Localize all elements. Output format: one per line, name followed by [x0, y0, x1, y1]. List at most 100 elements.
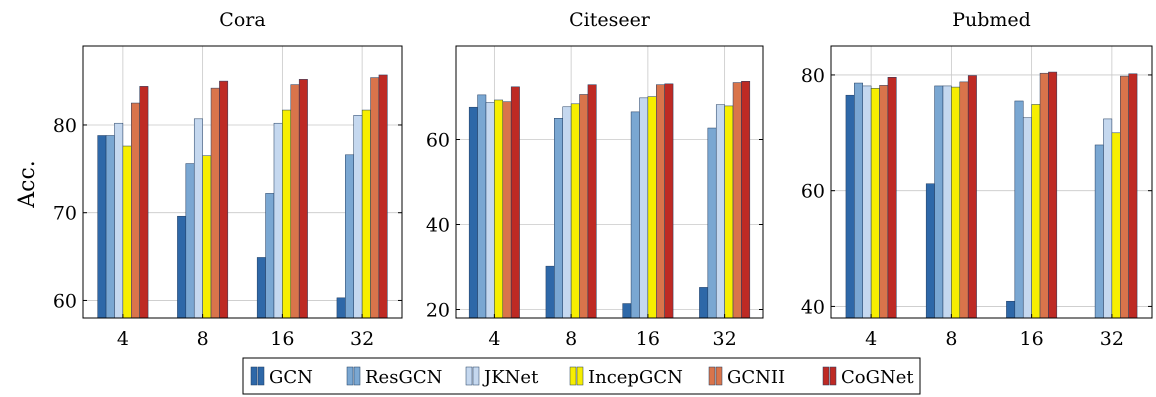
bar-cognet-4 [510, 86, 520, 318]
legend-swatch [353, 366, 361, 386]
legend-swatch [465, 366, 473, 386]
bar-gcn-16 [256, 257, 266, 318]
chart-panel-citeseer: 20 40 60 4 8 16 32 Citeseer [426, 9, 764, 350]
bar-resgcn-16 [265, 193, 275, 318]
bar-incepgcn-32 [361, 109, 371, 318]
y-tick-label: 20 [426, 300, 450, 322]
plot-frame [455, 45, 764, 319]
bar-incepgcn-4 [122, 145, 132, 318]
bar-resgcn-4 [105, 135, 115, 318]
bar-jknet-16 [273, 122, 283, 318]
bar-jknet-4 [485, 102, 495, 318]
legend-label: GCNII [727, 367, 785, 388]
x-tick-label: 16 [636, 328, 660, 350]
legend-item-incepgcn: IncepGCN [569, 366, 683, 388]
x-tick-label: 32 [713, 328, 737, 350]
legend-swatch [569, 366, 577, 386]
bar-incepgcn-8 [951, 86, 961, 318]
legend-item-cognet: CoGNet [822, 366, 914, 388]
bar-incepgcn-32 [1111, 132, 1121, 318]
bar-resgcn-32 [1094, 144, 1104, 318]
bar-jknet-32 [715, 104, 725, 318]
y-tick-label: 60 [801, 181, 825, 203]
bar-jknet-8 [942, 85, 952, 318]
bar-cognet-4 [887, 77, 897, 318]
plot-frame [82, 45, 403, 319]
bar-cognet-32 [1128, 73, 1138, 318]
bar-gcnii-4 [879, 85, 889, 318]
bar-resgcn-4 [854, 82, 863, 318]
x-tick-label: 8 [945, 328, 957, 350]
x-tick-label: 32 [350, 328, 374, 350]
bar-cognet-32 [741, 81, 751, 318]
bar-gcn-32 [336, 297, 346, 318]
chart-title: Cora [219, 9, 265, 31]
bar-gcnii-4 [131, 102, 140, 318]
bar-incepgcn-16 [282, 109, 292, 318]
legend-label: IncepGCN [588, 367, 683, 388]
x-tick-label: 16 [270, 328, 294, 350]
bar-cognet-8 [587, 84, 597, 318]
legend-swatch [472, 366, 480, 386]
bar-cognet-8 [219, 80, 229, 318]
legend-label: JKNet [482, 367, 539, 388]
bar-gcn-4 [97, 135, 107, 318]
legend-swatch [576, 366, 584, 386]
bar-resgcn-4 [477, 94, 487, 318]
bar-resgcn-8 [554, 118, 563, 318]
legend-item-gcnii: GCNII [708, 366, 785, 388]
x-tick-label: 4 [865, 328, 877, 350]
bar-cognet-16 [1048, 71, 1058, 318]
bar-cognet-16 [298, 79, 308, 318]
bar-gcnii-8 [959, 81, 969, 318]
bar-gcnii-32 [1120, 75, 1129, 318]
legend-swatch [257, 366, 265, 386]
legend-label: GCN [269, 367, 313, 388]
bars [845, 71, 1138, 318]
y-axis-label: Acc. [15, 160, 40, 209]
x-tick-label: 8 [197, 328, 209, 350]
bar-gcnii-16 [656, 84, 665, 318]
bar-gcn-4 [845, 94, 855, 318]
y-tick-label: 60 [426, 130, 450, 152]
x-tick-label: 4 [488, 328, 500, 350]
bar-incepgcn-32 [724, 105, 734, 318]
legend-swatch [829, 366, 837, 386]
x-tick-label: 16 [1020, 328, 1044, 350]
bar-jknet-16 [1022, 117, 1032, 318]
bar-gcn-8 [925, 183, 935, 318]
bar-jknet-8 [562, 106, 572, 318]
bars [97, 74, 388, 318]
bar-gcnii-32 [732, 82, 742, 318]
x-tick-label: 8 [565, 328, 577, 350]
bar-gcn-8 [177, 215, 187, 318]
legend-swatch [822, 366, 830, 386]
bar-gcn-4 [468, 106, 478, 318]
y-tick-label: 40 [801, 296, 825, 318]
y-tick-label: 80 [801, 65, 825, 87]
x-tick-label: 4 [117, 328, 129, 350]
bar-cognet-8 [967, 75, 977, 318]
legend-label: ResGCN [365, 367, 442, 388]
legend-swatch [250, 366, 258, 386]
bar-gcnii-8 [579, 94, 589, 318]
bar-resgcn-16 [630, 111, 640, 318]
legend-item-jknet: JKNet [465, 366, 539, 388]
legend-swatch [708, 366, 716, 386]
bar-jknet-8 [193, 118, 203, 318]
bar-resgcn-32 [345, 154, 354, 318]
bar-jknet-16 [639, 97, 649, 318]
bar-gcnii-8 [210, 87, 220, 318]
bar-jknet-4 [862, 85, 872, 318]
bar-cognet-32 [378, 74, 388, 318]
legend-item-gcn: GCN [250, 366, 313, 388]
x-tick-label: 32 [1100, 328, 1124, 350]
bar-incepgcn-4 [494, 99, 504, 318]
bar-resgcn-32 [707, 127, 717, 318]
bar-gcnii-16 [290, 84, 300, 318]
bar-incepgcn-16 [647, 96, 657, 318]
bar-gcnii-32 [370, 77, 380, 318]
